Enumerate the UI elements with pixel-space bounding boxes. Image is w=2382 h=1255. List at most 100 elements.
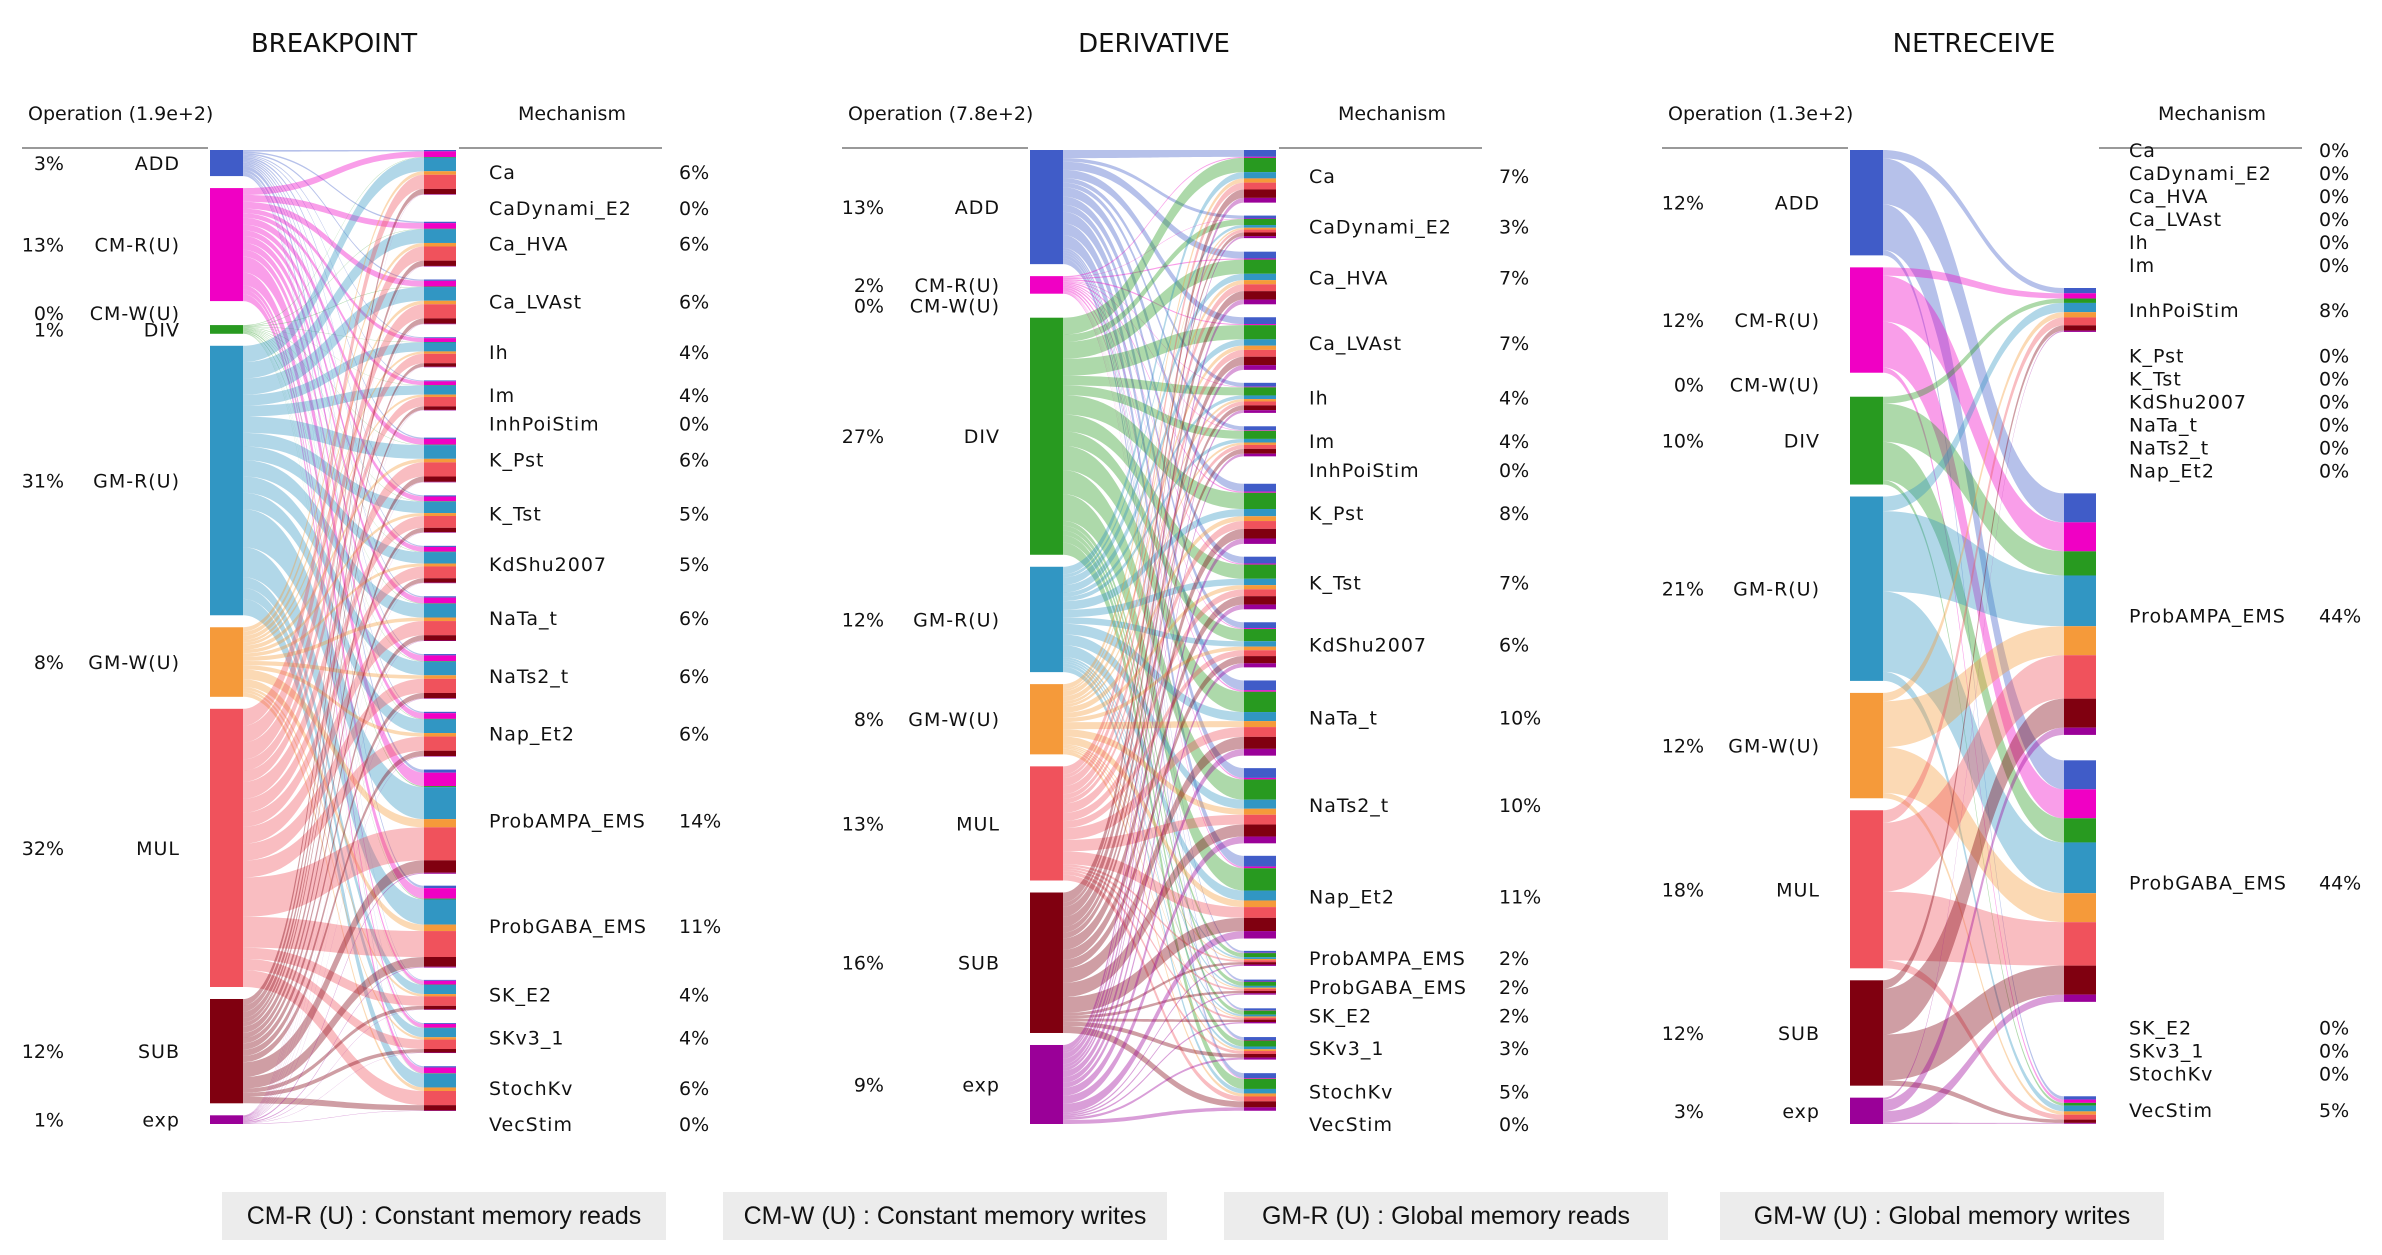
link-gm-r(u)-kdshu2007	[1063, 617, 1244, 647]
mechanism-segment	[1244, 646, 1276, 651]
link-exp-nata_t	[243, 640, 424, 1120]
mechanism-segment	[1244, 987, 1276, 989]
mechanism-segment	[1244, 317, 1276, 325]
mechanism-segment	[424, 338, 456, 342]
link-add-probgaba_ems	[1063, 250, 1244, 982]
link-sub-probampa_ems	[243, 860, 424, 1077]
operation-pct: 12%	[1662, 736, 1704, 758]
mechanism-segment	[1244, 985, 1276, 988]
operation-pct: 8%	[34, 652, 64, 674]
mechanism-segment	[1244, 950, 1276, 953]
link-sub-ca_lvast	[243, 318, 424, 1018]
link-cm-r(u)-nata_t	[1063, 285, 1244, 692]
mechanism-segment	[1244, 1040, 1276, 1047]
mechanism-segment	[1244, 521, 1276, 529]
mechanism-segment	[1244, 509, 1276, 517]
panel-title: DERIVATIVE	[1078, 29, 1230, 59]
link-exp-nats2_t	[243, 698, 424, 1121]
mechanism-segment	[1244, 528, 1276, 539]
mechanism-segment	[1244, 1022, 1276, 1024]
mechanism-segment	[424, 445, 456, 459]
mechanism-segment	[2064, 312, 2096, 318]
operation-pct: 13%	[842, 813, 884, 835]
link-gm-w(u)-skv3_1	[1063, 748, 1244, 1052]
operation-node-gm-w(u)	[210, 627, 243, 697]
mechanism-pct: 0%	[2319, 1017, 2349, 1039]
link-exp-nata_t	[1063, 748, 1244, 1096]
link-exp-ca	[243, 194, 424, 1116]
link-cm-r(u)-nap_et2	[1063, 289, 1244, 869]
link-cm-r(u)-probgaba_ems	[1883, 321, 2064, 819]
mechanism-pct: 6%	[679, 666, 709, 688]
mechanism-label: Ih	[489, 342, 509, 364]
link-exp-ca_hva	[1063, 299, 1244, 1059]
mechanism-label: StochKv	[1309, 1082, 1393, 1104]
mechanism-segment	[1244, 1101, 1276, 1108]
link-gm-r(u)-nats2_t	[243, 476, 424, 676]
mechanism-segment	[1244, 1014, 1276, 1017]
link-div-probgaba_ems	[1063, 525, 1244, 986]
operation-label: MUL	[136, 838, 180, 860]
link-cm-r(u)-sk_e2	[1063, 291, 1244, 1011]
mechanism-label: CaDynami_E2	[2129, 163, 2272, 185]
link-sub-sk_e2	[243, 1005, 424, 1093]
mechanism-label: VecStim	[489, 1114, 573, 1136]
mechanism-segment	[424, 596, 456, 598]
link-mul-probampa_ems	[243, 827, 424, 917]
link-div-ca_hva	[243, 228, 424, 327]
mechanism-segment	[424, 223, 456, 229]
mechanism-segment	[1244, 399, 1276, 402]
mechanism-label: Ca_LVAst	[1309, 333, 1402, 355]
link-exp-probgaba_ems	[243, 966, 424, 1123]
legend-constant-memory-writes: CM-W (U) : Constant memory writes	[723, 1192, 1167, 1240]
mechanism-segment	[424, 545, 456, 547]
link-cm-r(u)-probgaba_ems	[243, 272, 424, 899]
link-gm-w(u)-vecstim	[1883, 793, 2064, 1115]
operation-node-sub	[210, 998, 243, 1104]
link-sub-ih	[1063, 405, 1244, 933]
link-gm-w(u)-k_pst	[1063, 516, 1244, 713]
mechanism-segment	[1244, 324, 1276, 326]
link-gm-r(u)-probampa_ems	[243, 509, 424, 820]
link-div-cadynami_e2	[1063, 218, 1244, 342]
link-exp-k_pst	[243, 481, 424, 1119]
link-exp-probampa_ems	[1883, 727, 2064, 1112]
link-sub-kdshu2007	[243, 578, 424, 1044]
mechanism-segment	[1244, 622, 1276, 629]
link-mul-kdshu2007	[243, 566, 424, 827]
mechanism-segment	[1244, 1078, 1276, 1079]
operation-label: GM-R(U)	[93, 471, 180, 493]
mechanism-label: Nap_Et2	[2129, 460, 2215, 482]
link-sub-im	[1063, 448, 1244, 939]
link-gm-r(u)-k_pst	[243, 416, 424, 459]
mechanism-pct: 44%	[2319, 605, 2361, 627]
operation-pct: 32%	[22, 838, 64, 860]
operation-pct: 3%	[1674, 1101, 1704, 1123]
mechanism-segment	[1244, 981, 1276, 986]
mechanism-segment	[1244, 395, 1276, 400]
mechanism-segment	[424, 1066, 456, 1068]
link-gm-w(u)-probampa_ems	[1063, 744, 1244, 961]
mechanism-segment	[424, 1009, 456, 1010]
mechanism-label: Im	[489, 385, 515, 407]
mechanism-segment	[1244, 365, 1276, 370]
mechanism-label: KdShu2007	[489, 554, 607, 576]
mechanism-segment	[1244, 182, 1276, 190]
mechanism-label: Ca	[489, 162, 516, 184]
link-gm-r(u)-ca_hva	[1063, 273, 1244, 586]
operation-pct: 0%	[34, 303, 64, 325]
mechanism-segment	[1244, 1017, 1276, 1020]
mechanism-segment	[424, 501, 456, 514]
operation-pct: 27%	[842, 426, 884, 448]
mechanism-label: K_Pst	[489, 449, 544, 471]
mechanism-segment	[1244, 325, 1276, 340]
link-div-nap_et2	[1063, 494, 1244, 891]
mechanism-pct: 0%	[2319, 209, 2349, 231]
link-add-stochkv	[1063, 258, 1244, 1079]
mechanism-label: K_Tst	[1309, 572, 1362, 594]
link-cm-r(u)-ca	[1063, 156, 1244, 278]
mechanism-label: NaTa_t	[489, 608, 558, 630]
link-div-kdshu2007	[1063, 431, 1244, 642]
mechanism-label: Ca	[2129, 140, 2156, 162]
mechanism-segment	[424, 980, 456, 985]
